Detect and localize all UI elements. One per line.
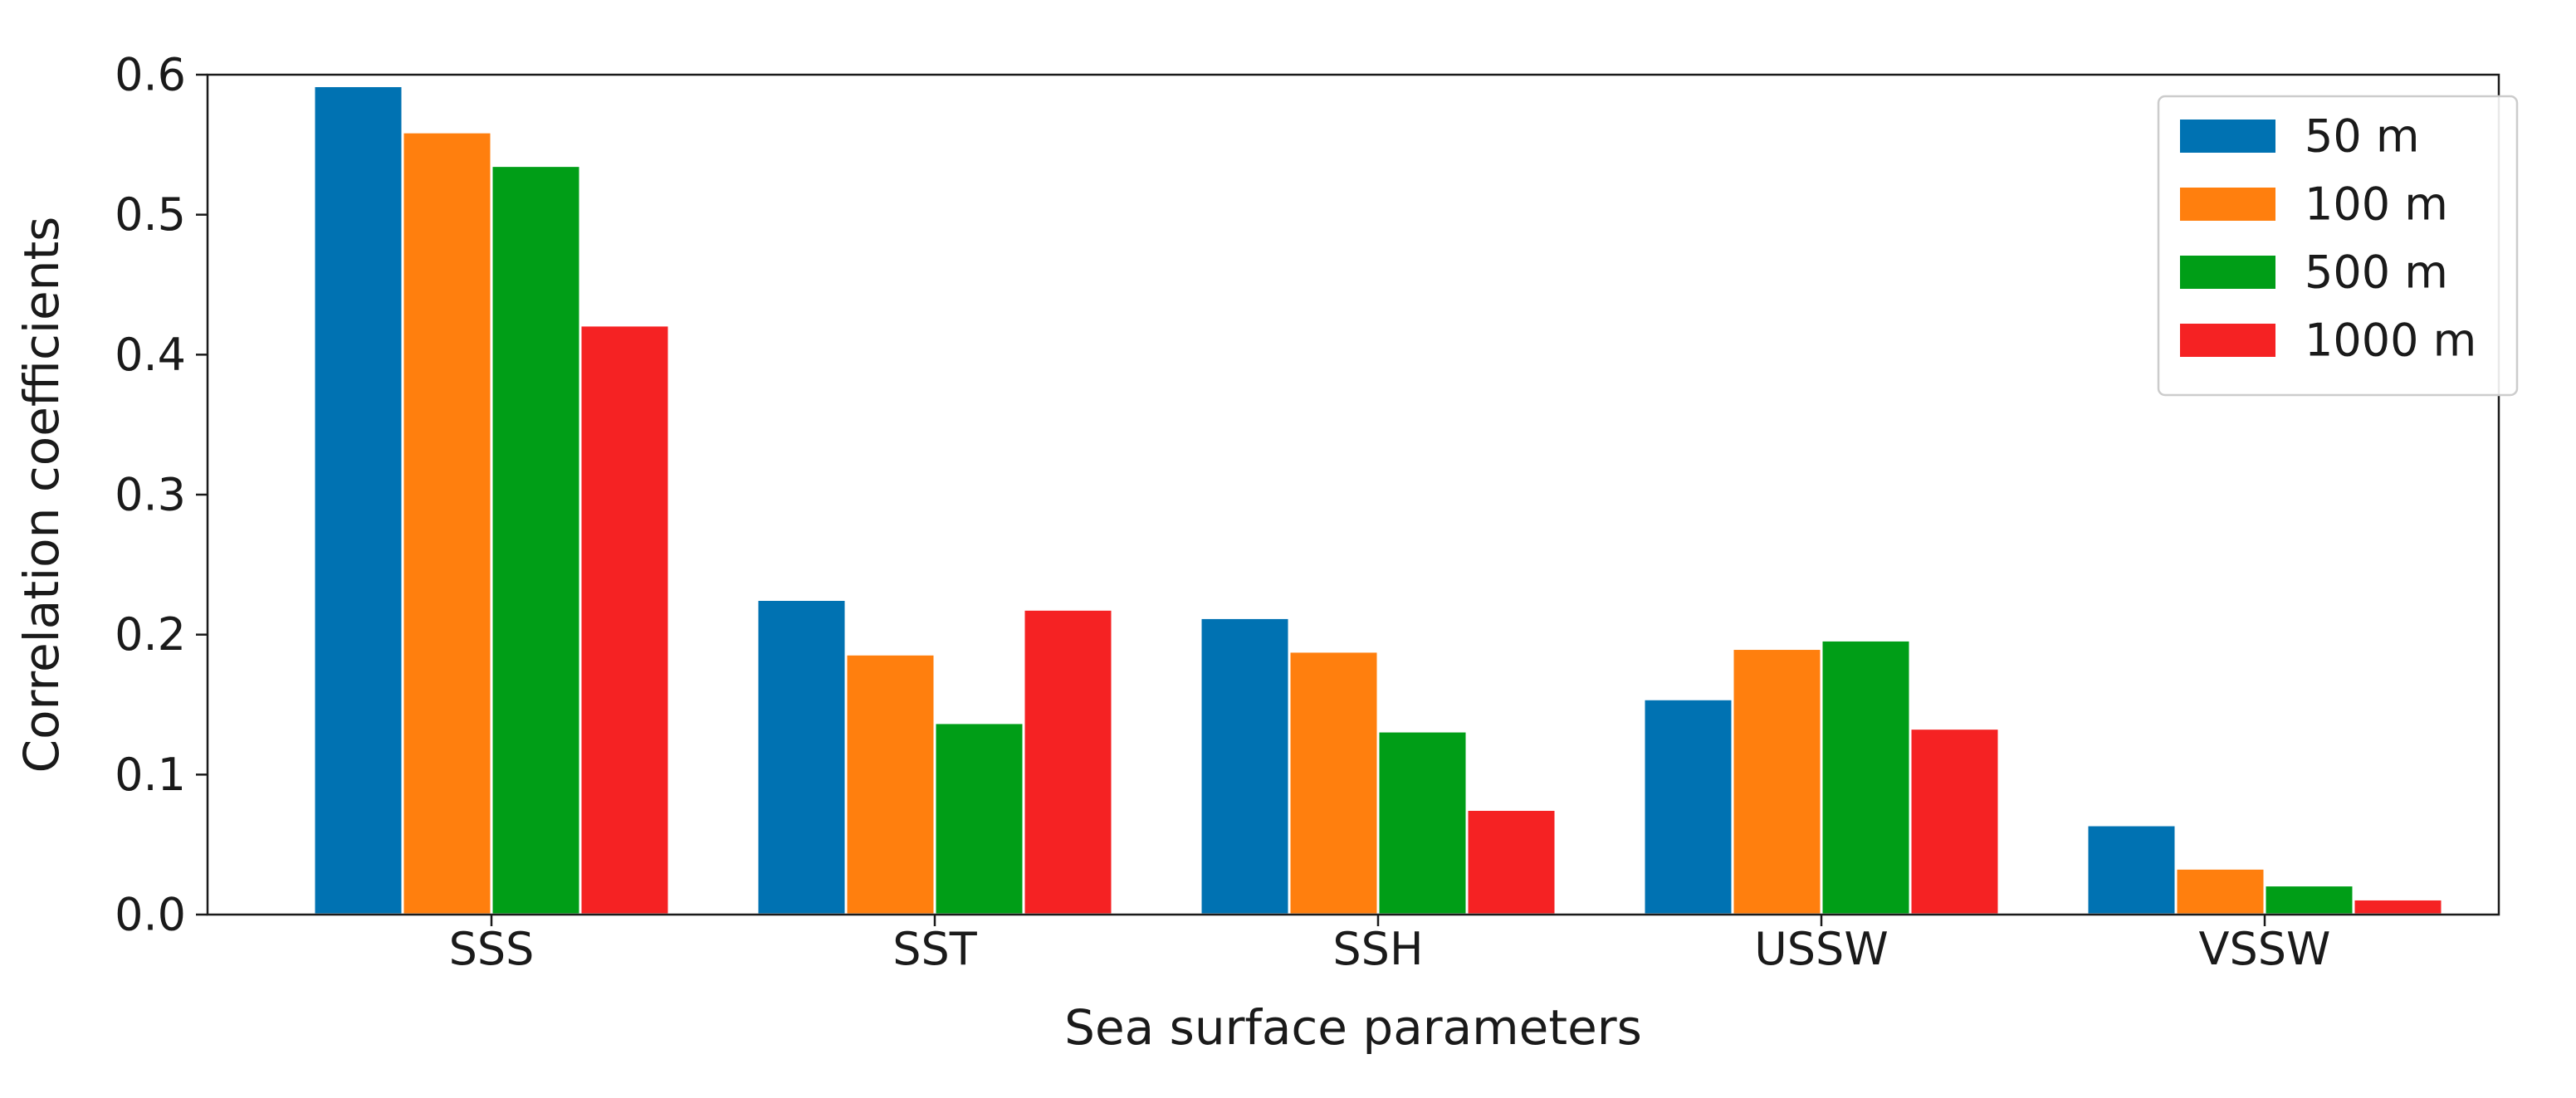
x-tick-label: SST [892, 923, 978, 975]
bar-sss-50m [312, 84, 404, 916]
bar-ssh-1000m [1465, 808, 1557, 916]
bar-ussw-500m [1820, 638, 1912, 916]
y-tick-label: 0.0 [115, 889, 186, 941]
legend-label: 50 m [2305, 110, 2419, 163]
bar-vssw-100m [2174, 866, 2266, 916]
x-axis-title: Sea surface parameters [1064, 999, 1642, 1056]
legend-swatch [2180, 256, 2275, 289]
bars-layer [312, 84, 2444, 916]
bar-vssw-500m [2263, 884, 2355, 916]
bar-sst-500m [933, 721, 1025, 916]
bar-vssw-1000m [2352, 897, 2444, 916]
bar-vssw-50m [2085, 823, 2178, 916]
legend-box [2157, 95, 2519, 397]
y-tick-label: 0.5 [115, 188, 186, 241]
y-tick-label: 0.2 [115, 608, 186, 661]
legend-swatch [2180, 120, 2275, 153]
legend-swatch [2180, 324, 2275, 357]
y-tick-label: 0.1 [115, 749, 186, 801]
y-tick-label: 0.6 [115, 49, 186, 101]
x-tick-label: USSW [1754, 923, 1888, 975]
legend-label: 500 m [2305, 246, 2448, 299]
bar-sss-100m [401, 130, 493, 916]
bar-ssh-50m [1199, 616, 1291, 916]
legend-swatch [2180, 188, 2275, 221]
legend: 50 m 100 m 500 m 1000 m [2157, 95, 2519, 397]
y-tick-label: 0.3 [115, 469, 186, 521]
bar-sss-500m [490, 164, 582, 916]
bar-sst-1000m [1022, 608, 1114, 916]
bar-ssh-500m [1376, 730, 1469, 916]
bar-sst-50m [755, 598, 848, 916]
bar-ussw-1000m [1909, 727, 2001, 916]
bar-ssh-100m [1288, 650, 1380, 916]
x-tick-label: SSS [449, 923, 535, 975]
bar-sst-100m [844, 652, 936, 916]
bar-ussw-50m [1642, 697, 1734, 916]
y-tick-label: 0.4 [115, 329, 186, 381]
x-tick-label: VSSW [2199, 923, 2331, 975]
legend-label: 100 m [2305, 178, 2448, 231]
bar-ussw-100m [1731, 647, 1823, 916]
axes-layer: 0.0 0.1 0.2 0.3 0.4 0.5 0.6 SSS SST SSH USSW VSSW Se… [13, 49, 2500, 1056]
x-tick-label: SSH [1332, 923, 1423, 975]
y-axis-title: Correlation coefficients [13, 217, 70, 773]
bar-sss-1000m [579, 324, 671, 916]
legend-label: 1000 m [2305, 315, 2476, 367]
